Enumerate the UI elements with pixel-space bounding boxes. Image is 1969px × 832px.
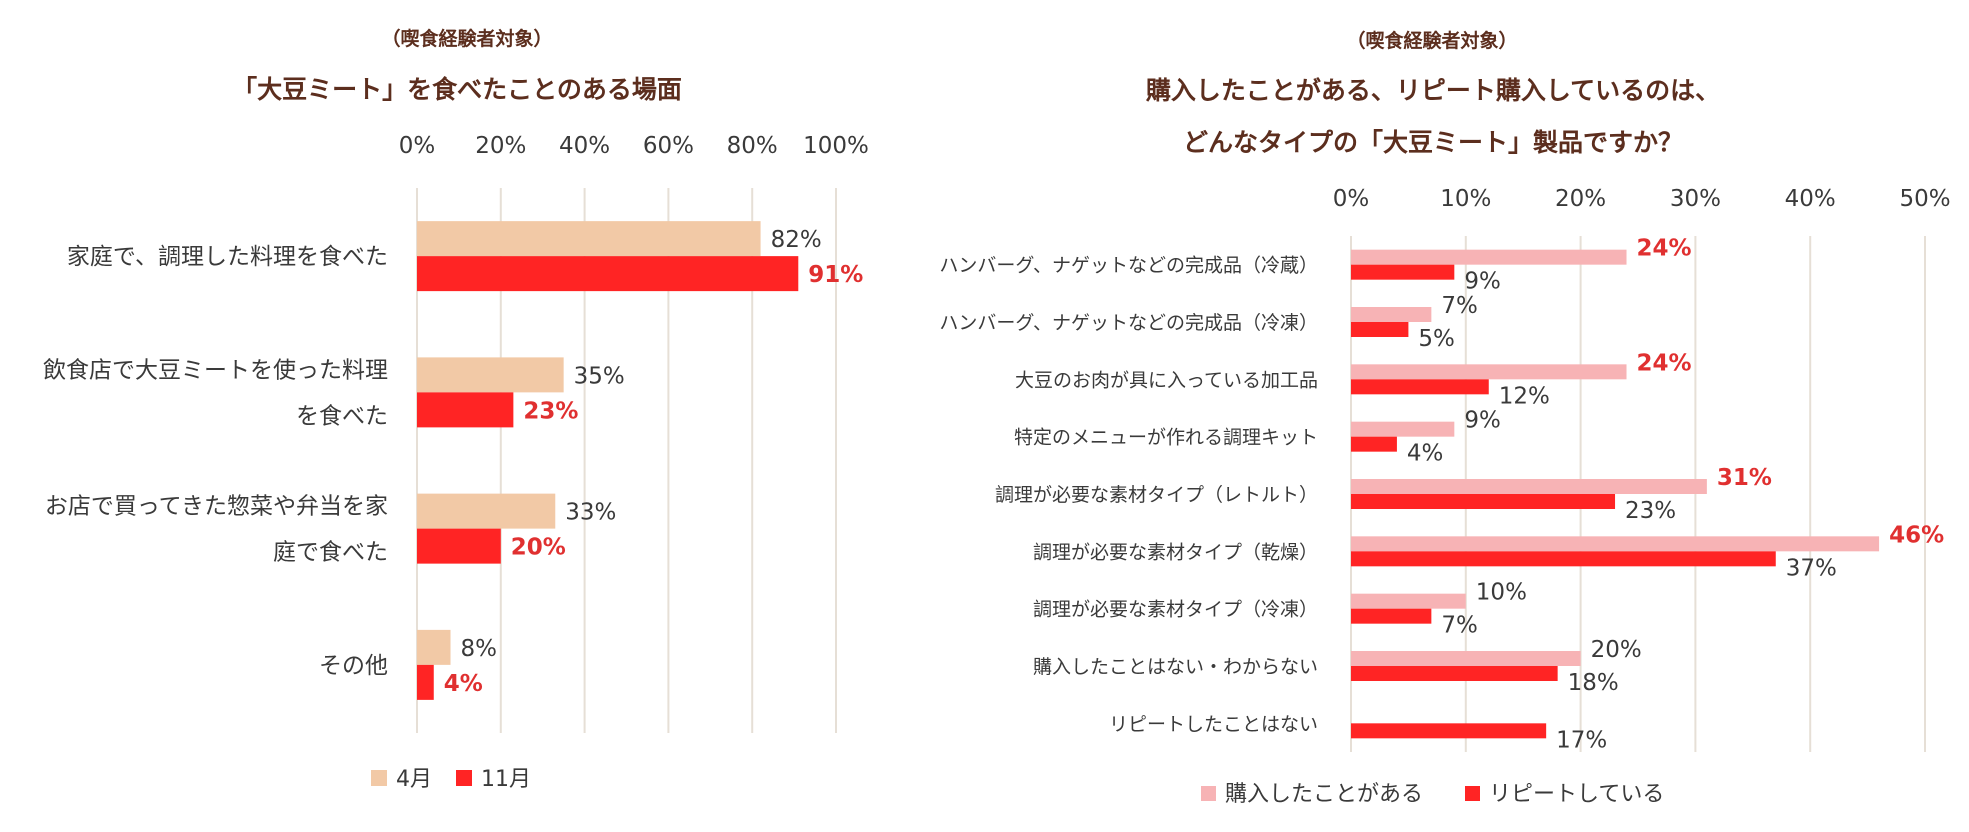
right-x-tick-label: 10%: [1440, 186, 1491, 212]
right-data-label: 23%: [1625, 498, 1676, 524]
right-bar: [1351, 307, 1432, 322]
right-category-label: 調理が必要な素材タイプ（冷凍）: [1033, 599, 1318, 621]
right-chart-title: 購入したことがある、リピート購入しているのは、: [1146, 76, 1720, 105]
right-data-label: 17%: [1556, 727, 1607, 753]
right-data-label: 5%: [1418, 326, 1455, 352]
right-data-label: 9%: [1464, 269, 1501, 295]
left-bar: [417, 664, 434, 700]
right-bar: [1351, 593, 1466, 609]
right-x-tick-label: 30%: [1670, 186, 1721, 212]
right-category-label: 調理が必要な素材タイプ（レトルト）: [995, 484, 1318, 506]
left-category-label: を食べた: [296, 403, 388, 429]
left-data-label: 33%: [565, 500, 616, 526]
left-legend-swatch: [371, 770, 387, 786]
right-data-label: 10%: [1476, 580, 1527, 606]
right-category-label: リピートしたことはない: [1109, 713, 1318, 735]
right-data-label: 31%: [1717, 465, 1772, 491]
left-bar: [417, 256, 799, 292]
left-x-tick-label: 0%: [399, 133, 436, 159]
right-category-label: 大豆のお肉が具に入っている加工品: [1015, 369, 1318, 391]
right-bar: [1351, 494, 1616, 509]
right-data-label: 9%: [1464, 408, 1501, 434]
left-bar: [417, 221, 761, 257]
left-x-tick-label: 40%: [559, 133, 610, 159]
left-data-label: 91%: [808, 262, 863, 288]
left-category-label: 飲食店で大豆ミートを使った料理: [43, 357, 388, 383]
right-data-label: 7%: [1441, 293, 1478, 319]
left-data-label: 20%: [511, 535, 566, 561]
right-bar: [1351, 322, 1409, 337]
left-x-tick-label: 100%: [803, 133, 869, 159]
left-category-label: その他: [319, 653, 388, 679]
right-category-label: ハンバーグ、ナゲットなどの完成品（冷凍）: [939, 312, 1318, 334]
right-category-label: 特定のメニューが作れる調理キット: [1014, 427, 1318, 449]
left-bar: [417, 392, 514, 428]
right-legend-label: 購入したことがある: [1225, 782, 1423, 807]
right-bar: [1351, 479, 1707, 494]
right-data-label: 20%: [1591, 637, 1642, 663]
right-data-label: 7%: [1441, 613, 1478, 639]
left-x-tick-label: 60%: [643, 133, 694, 159]
left-legend-label: 4月: [396, 767, 432, 792]
right-x-tick-label: 50%: [1899, 186, 1950, 212]
left-bar: [417, 528, 501, 564]
left-legend-swatch: [456, 770, 472, 786]
left-x-tick-label: 80%: [727, 133, 778, 159]
right-data-label: 46%: [1889, 522, 1944, 548]
right-bar: [1351, 536, 1880, 552]
left-data-label: 23%: [523, 398, 578, 424]
right-x-tick-label: 0%: [1333, 186, 1370, 212]
left-chart-subtitle: （喫食経験者対象）: [381, 27, 552, 50]
right-bar: [1351, 379, 1489, 395]
left-bar: [417, 493, 556, 529]
left-data-label: 35%: [574, 363, 625, 389]
right-category-label: 購入したことはない・わからない: [1033, 656, 1318, 678]
right-category-label: ハンバーグ、ナゲットなどの完成品（冷蔵）: [939, 255, 1318, 277]
right-legend-label: リピートしている: [1489, 782, 1664, 807]
right-bar: [1351, 421, 1455, 437]
right-data-label: 37%: [1786, 555, 1837, 581]
right-legend-swatch: [1201, 786, 1216, 801]
right-bar: [1351, 264, 1455, 280]
right-x-tick-label: 40%: [1785, 186, 1836, 212]
right-chart-title: どんなタイプの「大豆ミート」製品ですか？: [1183, 128, 1683, 157]
left-legend-label: 11月: [481, 767, 531, 792]
left-bar: [417, 357, 564, 393]
right-x-tick-label: 20%: [1555, 186, 1606, 212]
left-x-tick-label: 20%: [475, 133, 526, 159]
right-bar: [1351, 551, 1776, 567]
left-data-label: 8%: [461, 636, 498, 662]
right-bar: [1351, 249, 1627, 265]
left-category-label: お店で買ってきた惣菜や弁当を家: [45, 494, 388, 520]
left-category-label: 家庭で、調理した料理を食べた: [67, 244, 388, 270]
left-bar: [417, 629, 451, 665]
left-data-label: 4%: [444, 671, 483, 697]
right-data-label: 18%: [1568, 670, 1619, 696]
right-data-label: 4%: [1407, 441, 1444, 467]
right-bar: [1351, 608, 1432, 624]
left-category-label: 庭で食べた: [273, 540, 388, 566]
right-category-label: 調理が必要な素材タイプ（乾燥）: [1033, 541, 1318, 563]
right-bar: [1351, 436, 1397, 452]
right-data-label: 24%: [1637, 350, 1692, 376]
right-bar: [1351, 651, 1581, 666]
right-legend-swatch: [1465, 786, 1480, 801]
right-data-label: 12%: [1499, 383, 1550, 409]
left-data-label: 82%: [771, 227, 822, 253]
right-chart-subtitle: （喫食経験者対象）: [1346, 29, 1517, 52]
right-bar: [1351, 723, 1547, 739]
right-data-label: 24%: [1637, 236, 1692, 262]
right-bar: [1351, 666, 1558, 681]
right-bar: [1351, 364, 1627, 380]
left-chart-title: 「大豆ミート」を食べたことのある場面: [232, 75, 682, 104]
